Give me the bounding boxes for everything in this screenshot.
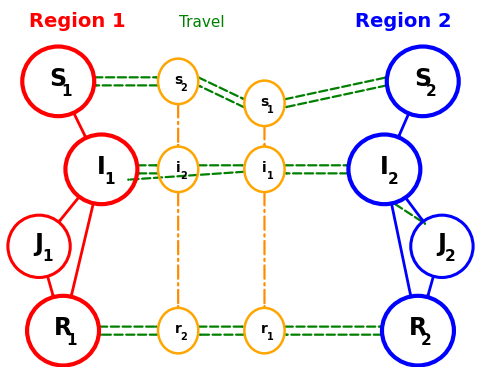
Text: J: J (437, 232, 445, 256)
Text: s: s (174, 73, 182, 87)
Text: 1: 1 (42, 249, 53, 264)
Text: 2: 2 (180, 332, 187, 342)
Text: 1: 1 (66, 333, 77, 348)
Text: 2: 2 (425, 84, 436, 99)
Text: I: I (97, 155, 106, 179)
Text: 1: 1 (266, 171, 273, 181)
Text: R: R (54, 316, 72, 340)
Text: I: I (379, 155, 388, 179)
Text: 1: 1 (266, 332, 273, 342)
Text: J: J (35, 232, 43, 256)
Text: 2: 2 (444, 249, 455, 264)
Text: i: i (176, 161, 180, 175)
Text: 2: 2 (180, 83, 187, 93)
Text: i: i (262, 161, 266, 175)
Text: s: s (260, 95, 268, 109)
Text: Region 1: Region 1 (29, 12, 125, 31)
Text: S: S (413, 67, 431, 91)
Text: 1: 1 (105, 172, 115, 187)
Text: 2: 2 (420, 333, 431, 348)
Text: Travel: Travel (179, 15, 225, 30)
Text: r: r (174, 322, 181, 336)
Text: r: r (261, 322, 267, 336)
Text: Region 2: Region 2 (355, 12, 451, 31)
Text: 1: 1 (61, 84, 72, 99)
Text: S: S (49, 67, 67, 91)
Text: R: R (408, 316, 426, 340)
Text: 2: 2 (387, 172, 397, 187)
Text: 2: 2 (180, 171, 187, 181)
Text: 1: 1 (266, 105, 273, 115)
